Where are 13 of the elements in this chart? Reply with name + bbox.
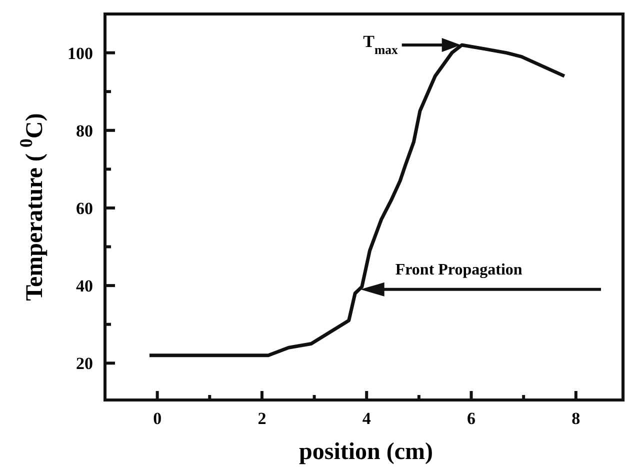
y-tick-label: 60: [76, 198, 93, 218]
x-tick-label: 6: [467, 409, 476, 428]
x-tick-label: 2: [258, 409, 266, 428]
x-tick-label: 4: [362, 409, 372, 428]
x-axis-title: position (cm): [299, 439, 433, 465]
y-tick-label: 80: [76, 121, 93, 140]
y-tick-label: 100: [68, 44, 93, 63]
annotation: Front Propagation: [395, 261, 522, 278]
annotation: T$_{max}$: [363, 32, 398, 58]
y-tick-label: 20: [76, 354, 93, 374]
x-tick-label: 8: [572, 409, 580, 428]
y-tick-label: 40: [76, 276, 93, 296]
x-tick-label: 0: [153, 409, 162, 428]
